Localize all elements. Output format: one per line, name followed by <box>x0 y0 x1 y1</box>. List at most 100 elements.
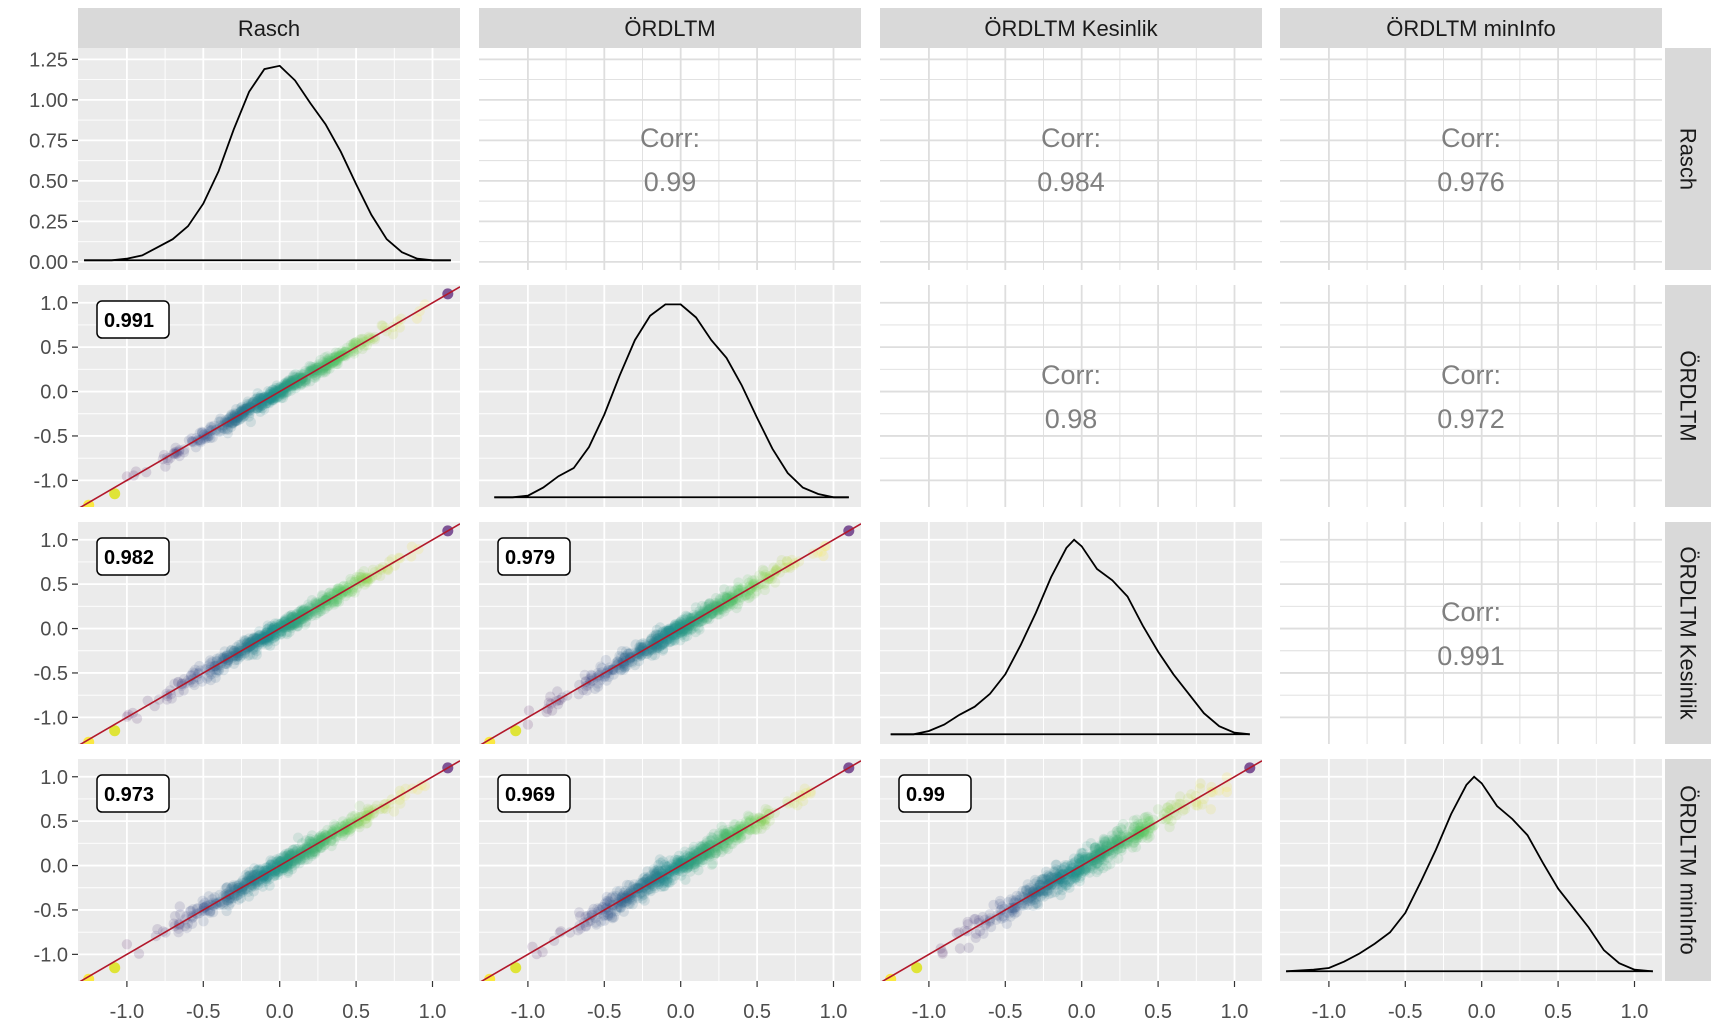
scatter-point <box>353 811 365 823</box>
scatter-point <box>724 826 736 837</box>
scatter-point <box>261 870 273 882</box>
corr-label-box-text: 0.973 <box>104 784 154 806</box>
scatter-point <box>273 384 284 395</box>
scatter-point <box>1065 863 1077 875</box>
scatter-point <box>610 890 621 902</box>
scatter-point <box>697 840 709 851</box>
scatter-point <box>660 871 672 882</box>
scatter-point <box>179 920 191 932</box>
scatter-point <box>1130 834 1142 846</box>
scatter-point <box>283 848 295 859</box>
scatter-point <box>638 889 650 900</box>
scatter-point <box>304 849 315 860</box>
scatter-point <box>678 619 689 630</box>
scatter-point <box>682 862 694 873</box>
scatter-point <box>748 578 759 590</box>
scatter-point <box>324 359 336 370</box>
y-tick-label: -0.5 <box>34 900 68 922</box>
scatter-point <box>286 861 297 872</box>
scatter-point <box>1072 865 1083 876</box>
scatter-point <box>721 593 732 604</box>
scatter-point <box>288 371 299 383</box>
scatter-point <box>285 619 297 631</box>
scatter-point <box>1111 830 1122 841</box>
scatter-point <box>380 803 392 815</box>
scatter-point <box>300 377 312 388</box>
scatter-point <box>749 588 760 599</box>
scatter-point <box>152 924 163 935</box>
scatter-point <box>304 836 315 847</box>
scatter-point <box>311 362 322 374</box>
y-tick-label: 1.0 <box>40 293 68 315</box>
scatter-point <box>332 592 343 603</box>
scatter-point <box>1052 871 1063 883</box>
scatter-point <box>693 622 704 633</box>
scatter-point <box>701 842 712 854</box>
scatter-point <box>1097 840 1108 851</box>
scatter-point <box>1005 894 1016 905</box>
scatter-point <box>249 881 260 892</box>
scatter-point <box>695 840 706 852</box>
scatter-point <box>651 877 662 888</box>
scatter-point <box>319 839 330 851</box>
scatter-point <box>1068 853 1080 864</box>
scatter-point <box>666 872 677 883</box>
corr-label: Corr: <box>1441 597 1501 627</box>
scatter-point <box>371 569 383 580</box>
scatter-point <box>638 642 649 653</box>
scatter-point <box>315 354 326 366</box>
row-strip <box>1665 759 1711 981</box>
scatter-point <box>662 625 673 637</box>
scatter-point <box>641 645 652 657</box>
scatter-point <box>349 576 361 588</box>
scatter-point <box>312 840 324 852</box>
scatter-point <box>270 870 281 881</box>
scatter-point <box>596 662 608 674</box>
scatter-point <box>1107 849 1119 860</box>
scatter-point <box>341 824 352 835</box>
scatter-point <box>645 885 656 897</box>
scatter-point <box>719 600 730 611</box>
scatter-point <box>688 609 699 620</box>
scatter-point <box>733 829 745 840</box>
scatter-point <box>679 631 690 643</box>
panel-background <box>78 48 460 270</box>
scatter-point <box>712 830 723 842</box>
scatter-point <box>659 881 670 892</box>
scatter-point <box>1105 848 1117 860</box>
scatter-point <box>275 628 286 639</box>
scatter-point <box>280 377 291 388</box>
scatter-point <box>657 868 668 879</box>
scatter-point <box>331 596 342 607</box>
scatter-point <box>243 633 255 644</box>
scatter-point <box>1136 832 1148 843</box>
scatter-point <box>286 610 297 621</box>
scatter-point <box>255 636 267 648</box>
scatter-point <box>211 665 223 676</box>
scatter-point <box>716 821 727 832</box>
scatter-point <box>328 589 340 600</box>
scatter-point <box>962 916 973 928</box>
scatter-point <box>1129 822 1140 833</box>
scatter-point <box>307 364 319 375</box>
scatter-point <box>234 407 246 418</box>
scatter-point <box>611 906 622 917</box>
scatter-point <box>1022 889 1034 900</box>
scatter-point <box>1116 831 1127 843</box>
scatter-point <box>1098 833 1110 845</box>
scatter-point <box>348 345 359 357</box>
scatter-point <box>1133 820 1144 831</box>
scatter-point <box>255 865 266 877</box>
scatter-point <box>287 376 298 387</box>
scatter-point <box>1041 866 1052 877</box>
scatter-point <box>1070 866 1082 877</box>
scatter-point <box>282 853 293 864</box>
scatter-point <box>1079 864 1091 875</box>
reference-line <box>480 760 861 981</box>
scatter-point <box>249 869 260 880</box>
scatter-point <box>653 879 664 890</box>
x-tick-label: -0.5 <box>587 1001 621 1023</box>
scatter-point <box>1190 796 1202 808</box>
scatter-point <box>394 322 405 333</box>
scatter-point <box>615 902 626 913</box>
